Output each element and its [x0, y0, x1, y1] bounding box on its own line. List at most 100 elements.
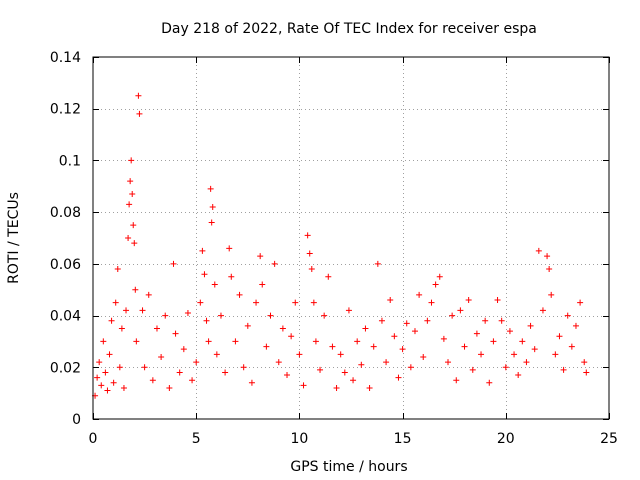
data-point: [257, 253, 264, 260]
axis-ticks: 0 5 10 15 20 25 0 0.02 0.04 0.06 0.08 0.1 0.12 0.14: [50, 50, 618, 447]
data-point: [506, 328, 513, 335]
data-point: [465, 297, 472, 304]
y-tick-label: 0.1: [59, 153, 81, 169]
plot-frame: [92, 56, 610, 420]
data-point: [162, 312, 169, 319]
data-point: [310, 299, 317, 306]
data-point: [461, 343, 468, 350]
data-point: [123, 307, 130, 314]
data-point: [222, 369, 229, 376]
data-point: [197, 299, 204, 306]
y-tick-label: 0.14: [50, 50, 81, 66]
data-point: [325, 273, 332, 280]
data-point: [102, 369, 109, 376]
data-point: [130, 222, 137, 229]
data-point: [100, 338, 107, 345]
data-point: [560, 366, 567, 373]
x-tick-label: 5: [192, 431, 201, 447]
data-point: [253, 299, 260, 306]
data-point: [133, 338, 140, 345]
data-point: [267, 312, 274, 319]
y-tick-label: 0.04: [50, 309, 81, 325]
data-point: [128, 157, 135, 164]
data-point: [248, 379, 255, 386]
data-point: [436, 273, 443, 280]
data-point: [572, 322, 579, 329]
data-point: [420, 353, 427, 360]
data-point: [199, 247, 206, 254]
data-point: [304, 232, 311, 239]
data-point: [131, 240, 138, 247]
data-point: [321, 312, 328, 319]
y-tick-label: 0.06: [50, 257, 81, 273]
data-point: [341, 369, 348, 376]
data-point: [391, 333, 398, 340]
x-tick-label: 0: [89, 431, 98, 447]
data-point: [110, 379, 117, 386]
data-point: [129, 191, 136, 198]
data-point: [184, 309, 191, 316]
data-point: [370, 343, 377, 350]
data-point: [403, 320, 410, 327]
data-point: [112, 299, 119, 306]
data-point: [577, 299, 584, 306]
data-point: [108, 317, 115, 324]
data-point: [284, 372, 291, 379]
data-point: [552, 351, 559, 358]
data-point: [228, 273, 235, 280]
data-point: [511, 351, 518, 358]
data-point: [428, 299, 435, 306]
data-point: [531, 346, 538, 353]
data-point: [383, 359, 390, 366]
data-point: [350, 377, 357, 384]
data-point: [387, 297, 394, 304]
data-point: [568, 343, 575, 350]
data-point: [116, 364, 123, 371]
x-tick-label: 20: [497, 431, 515, 447]
data-point: [378, 317, 385, 324]
chart-title: Day 218 of 2022, Rate Of TEC Index for r…: [161, 21, 537, 37]
data-point: [208, 219, 215, 226]
data-point: [125, 235, 132, 241]
y-tick-label: 0.12: [50, 102, 81, 118]
data-point: [176, 369, 183, 376]
data-point: [527, 322, 534, 329]
data-point: [498, 317, 505, 324]
data-point: [333, 384, 340, 391]
data-point: [145, 291, 152, 298]
data-point: [317, 366, 324, 373]
y-tick-label: 0: [72, 412, 81, 428]
data-point: [374, 260, 381, 267]
data-point: [104, 387, 111, 394]
data-point: [395, 374, 402, 381]
data-point: [478, 351, 485, 358]
data-point: [180, 346, 187, 353]
data-point: [263, 343, 270, 350]
data-point: [120, 384, 127, 391]
x-tick-label: 10: [290, 431, 308, 447]
data-point: [300, 382, 307, 389]
data-point: [205, 338, 212, 345]
data-point: [136, 110, 143, 117]
data-point: [201, 271, 208, 278]
y-tick-label: 0.08: [50, 205, 81, 221]
data-point: [449, 312, 456, 319]
data-point: [127, 178, 134, 185]
data-point: [539, 307, 546, 314]
data-point: [581, 359, 588, 366]
data-point: [366, 384, 373, 391]
data-point: [271, 260, 278, 267]
data-point: [244, 322, 251, 329]
data-point: [96, 359, 103, 366]
data-point: [416, 291, 423, 298]
data-point: [132, 286, 139, 293]
grid: [93, 57, 609, 419]
data-point: [546, 266, 553, 273]
data-point: [209, 203, 216, 210]
data-point: [203, 317, 210, 324]
data-point: [329, 343, 336, 350]
data-point: [308, 266, 315, 273]
data-point: [240, 364, 247, 371]
data-point: [469, 366, 476, 373]
